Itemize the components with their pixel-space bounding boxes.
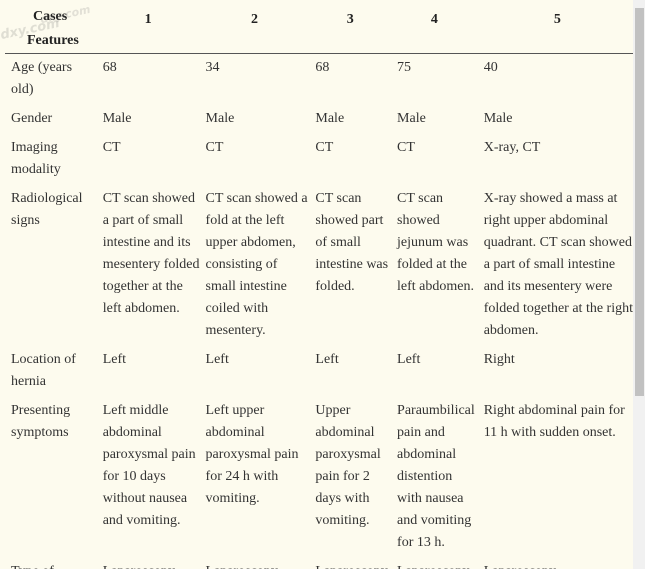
feature-label: Imaging modality bbox=[11, 140, 61, 177]
table-cell: Laparoscopy bbox=[309, 558, 391, 569]
feature-label: Type of bbox=[5, 558, 97, 569]
feature-label: Gender bbox=[11, 111, 53, 126]
table-cell: X-ray, CT bbox=[483, 140, 541, 155]
table-cell: Laparoscopy bbox=[200, 558, 310, 569]
table-cell: CT scan showed jejunum was folded at the… bbox=[397, 191, 475, 294]
table-cell: CT bbox=[102, 140, 121, 155]
table-cell: Left bbox=[205, 352, 229, 367]
table-cell: Left upper abdominal paroxysmal pain for… bbox=[205, 403, 299, 506]
table-cell: Male bbox=[205, 111, 235, 126]
table-cell: Left middle abdominal paroxysmal pain fo… bbox=[102, 403, 196, 528]
table-cell: Upper abdominal paroxysmal pain for 2 da… bbox=[315, 403, 381, 528]
feature-label: Presenting symptoms bbox=[11, 403, 71, 440]
header-row: Cases Features 1 2 3 4 5 bbox=[5, 3, 633, 54]
table-cell: Laparoscopy bbox=[97, 558, 200, 569]
table-cell: Right bbox=[483, 352, 515, 367]
table-row: Radiological signs CT scan showed a part… bbox=[5, 185, 633, 346]
table-cell: Male bbox=[315, 111, 345, 126]
table-cell: X-ray showed a mass at right upper abdom… bbox=[483, 191, 633, 338]
table-row: Gender Male Male Male Male Male bbox=[5, 105, 633, 134]
case-header-4: 4 bbox=[391, 3, 478, 54]
table-cell: 40 bbox=[483, 60, 498, 75]
table-cell: CT scan showed a part of small intestine… bbox=[102, 191, 200, 316]
corner-header: Cases Features bbox=[5, 3, 97, 54]
table-cell: Laparoscopy bbox=[391, 558, 478, 569]
table-cell: Left bbox=[102, 352, 127, 367]
table-cell: 75 bbox=[397, 60, 412, 75]
table-row: Age (years old) 68 34 68 75 40 bbox=[5, 54, 633, 106]
table-row: Imaging modality CT CT CT CT X-ray, CT bbox=[5, 134, 633, 185]
case-header-3: 3 bbox=[309, 3, 392, 54]
table-cell: Left bbox=[397, 352, 421, 367]
table-cell: Left bbox=[315, 352, 339, 367]
table-cell: 34 bbox=[205, 60, 220, 75]
table-row: Presenting symptoms Left middle abdomina… bbox=[5, 397, 633, 558]
table-cell: Male bbox=[483, 111, 513, 126]
table-cell: Right abdominal pain for 11 h with sudde… bbox=[483, 403, 625, 440]
table-cell: CT bbox=[397, 140, 415, 155]
table-row: Location of hernia Left Left Left Left R… bbox=[5, 346, 633, 397]
scrollbar-thumb[interactable] bbox=[635, 8, 644, 396]
vertical-scrollbar[interactable] bbox=[633, 0, 645, 569]
table-cell: CT bbox=[205, 140, 224, 155]
corner-header-features: Features bbox=[27, 33, 79, 48]
case-header-5: 5 bbox=[477, 3, 633, 54]
table-cell: Male bbox=[397, 111, 426, 126]
case-header-1: 1 bbox=[96, 3, 200, 54]
table-cell: 68 bbox=[315, 60, 330, 75]
case-features-table: Cases Features 1 2 3 4 5 Age (years old)… bbox=[5, 3, 633, 569]
table-cell: 68 bbox=[102, 60, 117, 75]
feature-label: Radiological signs bbox=[11, 191, 83, 228]
table-cell: Paraumbilical pain and abdominal distent… bbox=[397, 403, 475, 550]
table-row: Type of Laparoscopy Laparoscopy Laparosc… bbox=[5, 558, 633, 569]
feature-label: Age (years old) bbox=[11, 60, 73, 97]
case-header-2: 2 bbox=[199, 3, 310, 54]
table-cell: CT scan showed part of small intestine w… bbox=[315, 191, 389, 294]
table-cell: Male bbox=[102, 111, 132, 126]
corner-header-cases: Cases bbox=[33, 9, 68, 24]
table-cell: Laparoscopy bbox=[478, 558, 633, 569]
table-cell: CT bbox=[315, 140, 334, 155]
feature-label: Location of hernia bbox=[11, 352, 76, 389]
table-cell: CT scan showed a fold at the left upper … bbox=[205, 191, 308, 338]
